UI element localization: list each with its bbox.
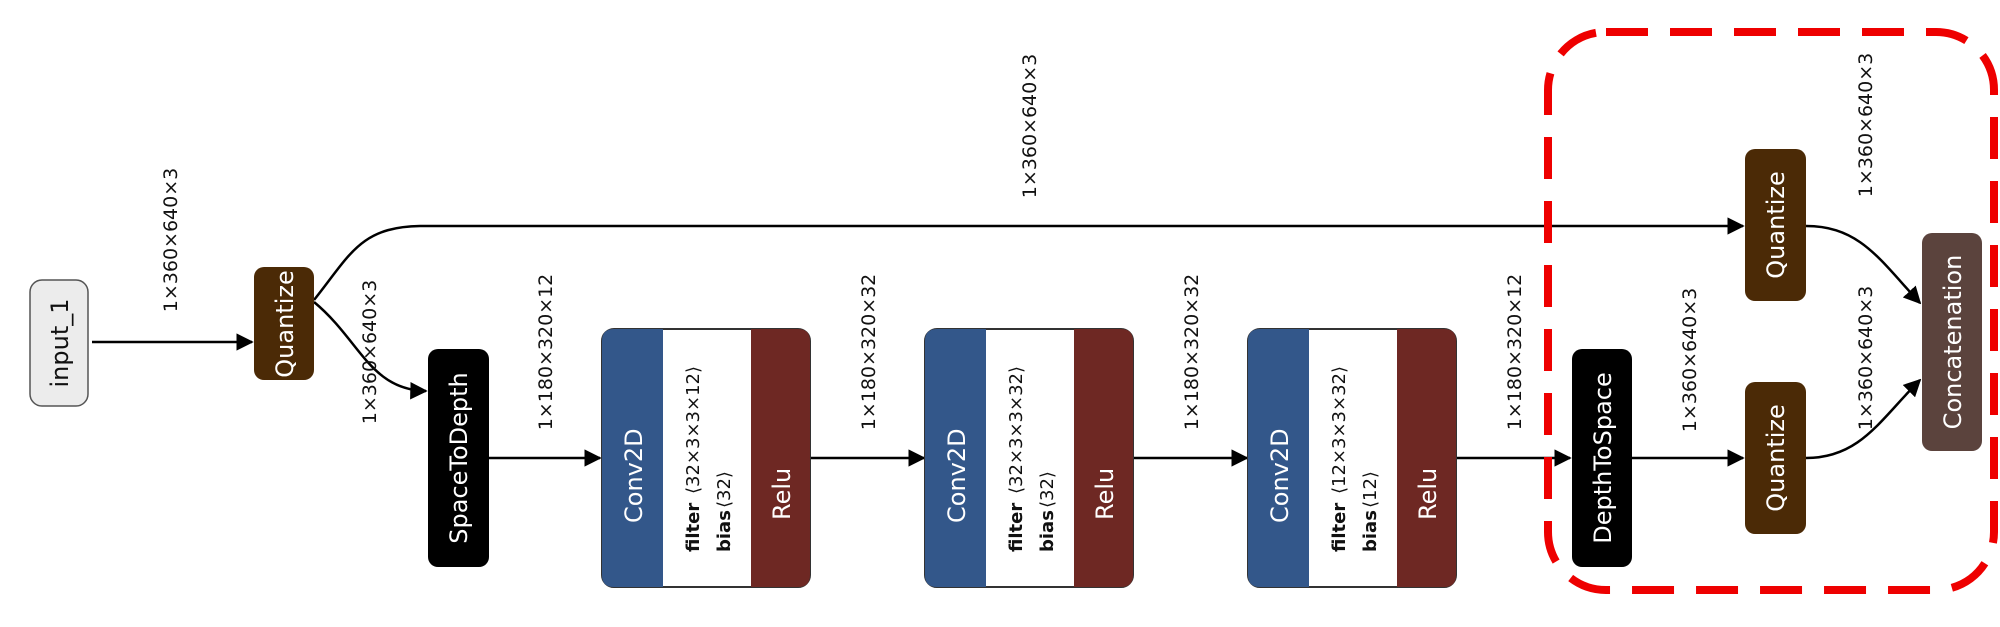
edge-labels: 1×360×640×3 1×360×640×3 1×360×640×3 1×18… bbox=[160, 53, 1877, 432]
node-conv3-bias-key: bias bbox=[1360, 510, 1381, 552]
node-conv2-filter-key: filter bbox=[1006, 503, 1027, 552]
edge-qtop-to-concat bbox=[1805, 224, 1922, 305]
node-conv1-act-panel bbox=[751, 329, 810, 587]
node-concatenation-label: Concatenation bbox=[1939, 255, 1967, 430]
node-quantize-main-box bbox=[254, 267, 314, 380]
edge-label-conv3-to-d2s: 1×180×320×12 bbox=[1504, 274, 1526, 431]
node-quantize-bottom-label: Quantize bbox=[1762, 404, 1790, 511]
edge-label-d2s-to-quantize: 1×360×640×3 bbox=[1679, 288, 1701, 432]
node-conv3[interactable]: Conv2D Relu filter ⟨12×3×3×32⟩ bias ⟨12⟩ bbox=[1247, 328, 1457, 588]
edge-skip bbox=[313, 217, 1745, 301]
node-conv1-act-label: Relu bbox=[768, 468, 796, 520]
node-concatenation[interactable]: Concatenation bbox=[1922, 233, 1982, 451]
node-input-1[interactable]: input_1 bbox=[29, 279, 89, 407]
node-depth-to-space-label: DepthToSpace bbox=[1589, 372, 1617, 544]
node-conv1-filter-key: filter bbox=[683, 503, 704, 552]
node-input-1-label: input_1 bbox=[46, 298, 74, 387]
edge-label-conv1-to-conv2: 1×180×320×32 bbox=[858, 274, 880, 431]
node-conv3-bias-val: ⟨12⟩ bbox=[1360, 471, 1381, 508]
node-input-1-box bbox=[29, 279, 89, 407]
node-space-to-depth[interactable]: SpaceToDepth bbox=[428, 349, 489, 567]
node-conv2[interactable]: Conv2D Relu filter ⟨32×3×3×32⟩ bias ⟨32⟩ bbox=[924, 328, 1134, 588]
node-quantize-bottom-box bbox=[1745, 382, 1806, 534]
node-space-to-depth-label: SpaceToDepth bbox=[445, 372, 473, 544]
node-conv3-filter-val: ⟨12×3×3×32⟩ bbox=[1329, 366, 1350, 494]
edge-label-s2d-to-conv1: 1×180×320×12 bbox=[535, 274, 557, 431]
node-conv2-filter-val: ⟨32×3×3×32⟩ bbox=[1006, 366, 1027, 494]
node-quantize-bottom[interactable]: Quantize bbox=[1745, 382, 1806, 534]
node-quantize-main[interactable]: Quantize bbox=[254, 267, 314, 380]
node-quantize-top[interactable]: Quantize bbox=[1745, 149, 1806, 301]
node-conv3-act-label: Relu bbox=[1414, 468, 1442, 520]
node-quantize-top-box bbox=[1745, 149, 1806, 301]
node-conv2-op-panel bbox=[925, 329, 986, 587]
edge-label-quantize-to-s2d: 1×360×640×3 bbox=[359, 280, 381, 424]
node-conv1-bias-val: ⟨32⟩ bbox=[714, 471, 735, 508]
node-conv2-bias-key: bias bbox=[1037, 510, 1058, 552]
edge-label-skip: 1×360×640×3 bbox=[1019, 54, 1041, 198]
node-conv2-act-panel bbox=[1074, 329, 1133, 587]
edge-label-qtop-to-concat: 1×360×640×3 bbox=[1855, 53, 1877, 197]
node-conv1-bias-key: bias bbox=[714, 510, 735, 552]
edge-label-conv2-to-conv3: 1×180×320×32 bbox=[1181, 274, 1203, 431]
node-concatenation-box bbox=[1922, 233, 1982, 451]
highlight-region bbox=[1544, 28, 1998, 594]
node-depth-to-space[interactable]: DepthToSpace bbox=[1572, 349, 1632, 567]
node-conv2-bias-val: ⟨32⟩ bbox=[1037, 471, 1058, 508]
node-conv3-act-panel bbox=[1397, 329, 1456, 587]
node-conv2-act-label: Relu bbox=[1091, 468, 1119, 520]
node-depth-to-space-box bbox=[1572, 349, 1632, 567]
edge-label-input-to-quantize: 1×360×640×3 bbox=[160, 168, 182, 312]
edge-quantize-to-s2d bbox=[313, 301, 428, 400]
node-conv2-op-label: Conv2D bbox=[943, 428, 971, 523]
edges bbox=[92, 217, 1922, 467]
node-quantize-main-label: Quantize bbox=[271, 270, 299, 377]
node-conv1[interactable]: Conv2D Relu filter ⟨32×3×3×12⟩ bias ⟨32⟩ bbox=[601, 328, 811, 588]
node-conv3-op-label: Conv2D bbox=[1266, 428, 1294, 523]
node-conv1-filter-val: ⟨32×3×3×12⟩ bbox=[683, 366, 704, 494]
edge-qbottom-to-concat bbox=[1805, 378, 1922, 460]
node-quantize-top-label: Quantize bbox=[1762, 171, 1790, 278]
node-conv3-op-panel bbox=[1248, 329, 1309, 587]
node-space-to-depth-box bbox=[428, 349, 489, 567]
node-conv1-op-label: Conv2D bbox=[620, 428, 648, 523]
node-conv3-filter-key: filter bbox=[1329, 503, 1350, 552]
edge-label-qbottom-to-concat: 1×360×640×3 bbox=[1855, 286, 1877, 430]
node-conv1-op-panel bbox=[602, 329, 663, 587]
